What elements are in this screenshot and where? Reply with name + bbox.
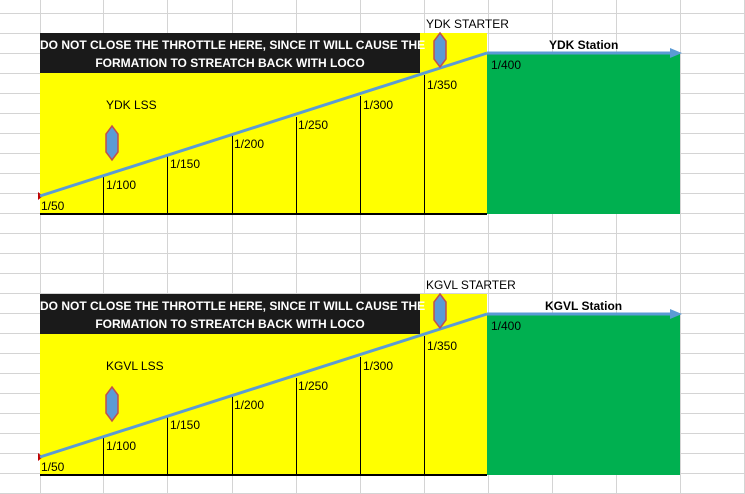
gradient-arrow: [39, 48, 682, 198]
lss-signal-icon: [105, 385, 119, 423]
gradient-label: 1/150: [170, 157, 201, 171]
station-block: [487, 314, 680, 475]
gradient-label: 1/350: [427, 339, 458, 353]
gradient-label: 1/300: [363, 359, 394, 373]
gradient-label: 1/100: [106, 178, 137, 192]
gradient-label: 1/250: [298, 379, 329, 393]
warning-text-line1: DO NOT CLOSE THE THROTTLE HERE, SINCE IT…: [40, 38, 426, 52]
gradient-arrow: [39, 309, 682, 459]
gradient-label: 1/250: [298, 118, 329, 132]
starter-label: KGVL STARTER: [426, 278, 516, 292]
station-label: KGVL Station: [545, 299, 623, 313]
warning-text-line1: DO NOT CLOSE THE THROTTLE HERE, SINCE IT…: [40, 299, 426, 313]
starter-signal-icon: [433, 31, 447, 69]
lss-label: KGVL LSS: [106, 359, 164, 373]
diagram-ydk: DO NOT CLOSE THE THROTTLE HERE, SINCE IT…: [0, 0, 745, 230]
starter-signal-icon: [433, 292, 447, 330]
warning-text-line2: FORMATION TO STREATCH BACK WITH LOCO: [95, 317, 365, 331]
gradient-label: 1/200: [234, 137, 265, 151]
gradient-label: 1/50: [41, 460, 65, 474]
warning-banner: [40, 294, 420, 334]
lss-label: YDK LSS: [106, 98, 157, 112]
gradient-label: 1/400: [491, 319, 522, 333]
gradient-label: 1/100: [106, 439, 137, 453]
station-label: YDK Station: [549, 38, 619, 52]
lss-signal-icon: [105, 124, 119, 162]
gradient-label: 1/350: [427, 78, 458, 92]
gradient-label: 1/150: [170, 418, 201, 432]
gradient-label: 1/300: [363, 98, 394, 112]
gradient-label: 1/50: [41, 199, 65, 213]
warning-banner: [40, 33, 420, 73]
warning-text-line2: FORMATION TO STREATCH BACK WITH LOCO: [95, 56, 365, 70]
starter-label: YDK STARTER: [426, 17, 509, 31]
gradient-label: 1/200: [234, 398, 265, 412]
gradient-label: 1/400: [491, 58, 522, 72]
station-block: [487, 53, 680, 214]
diagram-kgvl: DO NOT CLOSE THE THROTTLE HERE, SINCE IT…: [0, 261, 745, 491]
